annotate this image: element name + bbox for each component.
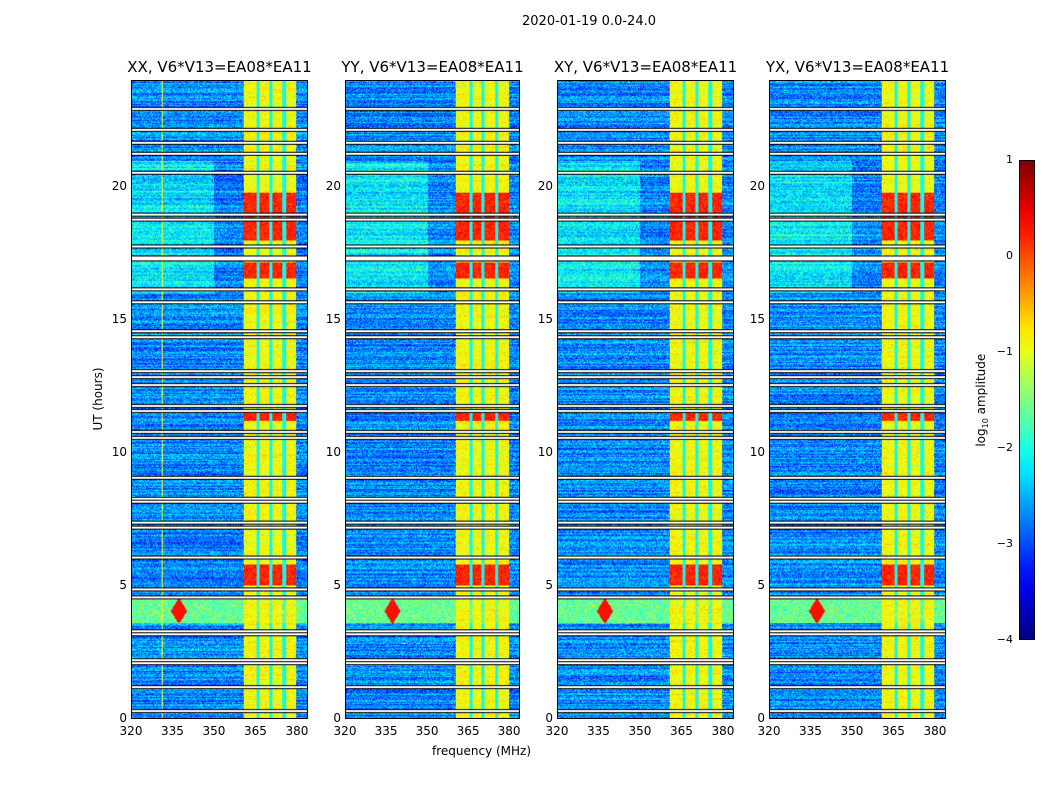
panel-title: YY, V6*V13=EA08*EA11 [341, 58, 524, 76]
spectrogram-panel [131, 80, 308, 719]
x-tick-label: 365 [670, 724, 693, 738]
y-tick-label: 5 [333, 577, 341, 592]
heatmap-image [346, 81, 519, 718]
y-tick-label: 0 [119, 711, 127, 725]
x-tick-label: 320 [333, 724, 357, 738]
x-tick-label: 335 [374, 724, 398, 738]
y-tick-label: 10 [537, 444, 553, 459]
x-tick-label: 335 [587, 724, 610, 738]
colorbar-tick-label: 1 [1006, 153, 1013, 166]
y-tick-label: 0 [545, 711, 553, 725]
heatmap-image [770, 81, 945, 718]
x-tick-label: 350 [202, 724, 226, 738]
y-tick-label: 10 [325, 444, 341, 459]
x-tick-label: 365 [244, 724, 267, 738]
x-tick-label: 380 [711, 724, 735, 738]
y-tick-label: 10 [111, 444, 127, 459]
x-tick-label: 335 [161, 724, 184, 738]
y-tick-label: 0 [333, 711, 341, 725]
panel-title: YX, V6*V13=EA08*EA11 [765, 58, 950, 76]
figure-suptitle: 2020-01-19 0.0-24.0 [522, 14, 656, 29]
y-tick-label: 20 [537, 178, 553, 193]
y-tick-label: 15 [325, 311, 341, 326]
colorbar-label: log10 amplitude [973, 353, 991, 447]
y-tick-label: 15 [537, 311, 553, 326]
x-tick-label: 365 [456, 724, 480, 738]
y-tick-label: 10 [749, 444, 765, 459]
x-tick-label: 350 [628, 724, 652, 738]
y-tick-label: 20 [325, 178, 341, 193]
y-tick-label: 0 [757, 711, 765, 725]
x-axis-label: frequency (MHz) [432, 744, 532, 758]
colorbar-tick-label: −2 [996, 441, 1013, 454]
x-tick-label: 350 [840, 724, 864, 738]
panel-title: XX, V6*V13=EA08*EA11 [127, 58, 312, 76]
spectrogram-panel [769, 80, 946, 719]
y-tick-label: 5 [119, 577, 127, 592]
x-tick-label: 350 [415, 724, 439, 738]
panel-title: XY, V6*V13=EA08*EA11 [553, 58, 738, 76]
colorbar [1019, 160, 1035, 640]
spectrogram-panel [557, 80, 734, 719]
y-tick-label: 20 [749, 178, 765, 193]
heatmap-image [132, 81, 307, 718]
y-axis-label: UT (hours) [91, 367, 105, 431]
x-tick-label: 320 [545, 724, 569, 738]
y-tick-label: 15 [111, 311, 127, 326]
x-tick-label: 320 [757, 724, 781, 738]
x-tick-label: 380 [497, 724, 521, 738]
y-tick-label: 5 [545, 577, 553, 592]
x-tick-label: 320 [119, 724, 143, 738]
y-tick-label: 20 [111, 178, 127, 193]
spectrogram-panel [345, 80, 520, 719]
colorbar-tick-label: −3 [996, 537, 1013, 550]
heatmap-image [558, 81, 733, 718]
x-tick-label: 365 [882, 724, 905, 738]
x-tick-label: 335 [799, 724, 822, 738]
x-tick-label: 380 [923, 724, 947, 738]
colorbar-tick-label: −4 [996, 633, 1013, 646]
colorbar-tick-label: 0 [1006, 249, 1013, 262]
x-tick-label: 380 [285, 724, 309, 738]
y-tick-label: 15 [749, 311, 765, 326]
colorbar-tick-label: −1 [996, 345, 1013, 358]
y-tick-label: 5 [757, 577, 765, 592]
